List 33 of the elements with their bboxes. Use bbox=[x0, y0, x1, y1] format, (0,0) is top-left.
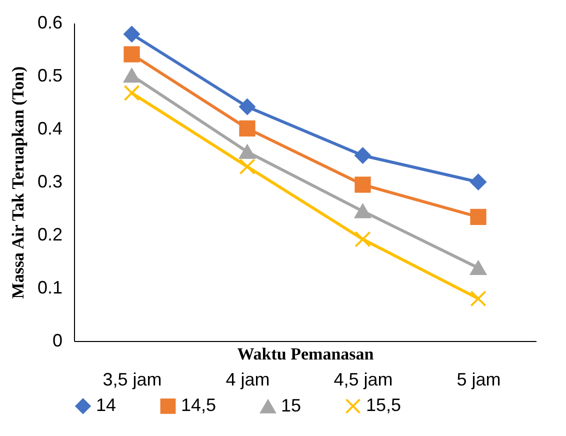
y-tick-label: 0.5 bbox=[37, 66, 62, 86]
point bbox=[470, 208, 486, 226]
point bbox=[124, 84, 140, 102]
point bbox=[354, 231, 371, 248]
point bbox=[124, 46, 140, 62]
legend-label: 14,5 bbox=[181, 395, 216, 416]
point bbox=[239, 144, 256, 159]
legend-label: 14 bbox=[96, 395, 116, 416]
y-tick-label: 0.3 bbox=[37, 172, 62, 192]
x-axis-title: Waktu Pemanasan bbox=[237, 344, 374, 364]
x-tick-label: 4,5 jam bbox=[334, 370, 393, 390]
y-tick-label: 0 bbox=[52, 330, 62, 350]
point bbox=[354, 176, 371, 193]
y-tick-label: 0.4 bbox=[37, 118, 62, 138]
y-tick-label: 0.6 bbox=[37, 12, 62, 32]
legend-label: 15 bbox=[281, 396, 302, 416]
y-tick-label: 0.1 bbox=[37, 278, 62, 298]
legend-label: 15,5 bbox=[366, 395, 402, 416]
point bbox=[470, 260, 486, 275]
point bbox=[124, 26, 140, 42]
x-tick-label: 5 jam bbox=[456, 370, 501, 390]
point bbox=[239, 120, 256, 137]
y-tick-label: 0.2 bbox=[37, 224, 62, 244]
point bbox=[239, 98, 256, 115]
point bbox=[124, 68, 140, 83]
x-tick-label: 3,5 jam bbox=[102, 370, 162, 390]
point bbox=[354, 147, 371, 164]
y-axis-title: Massa Air Tak Teruapkan (Ton) bbox=[8, 66, 28, 299]
point bbox=[470, 174, 486, 190]
point bbox=[239, 158, 256, 175]
x-tick-label: 4 jam bbox=[226, 370, 270, 390]
point bbox=[470, 290, 486, 307]
point bbox=[354, 204, 371, 218]
